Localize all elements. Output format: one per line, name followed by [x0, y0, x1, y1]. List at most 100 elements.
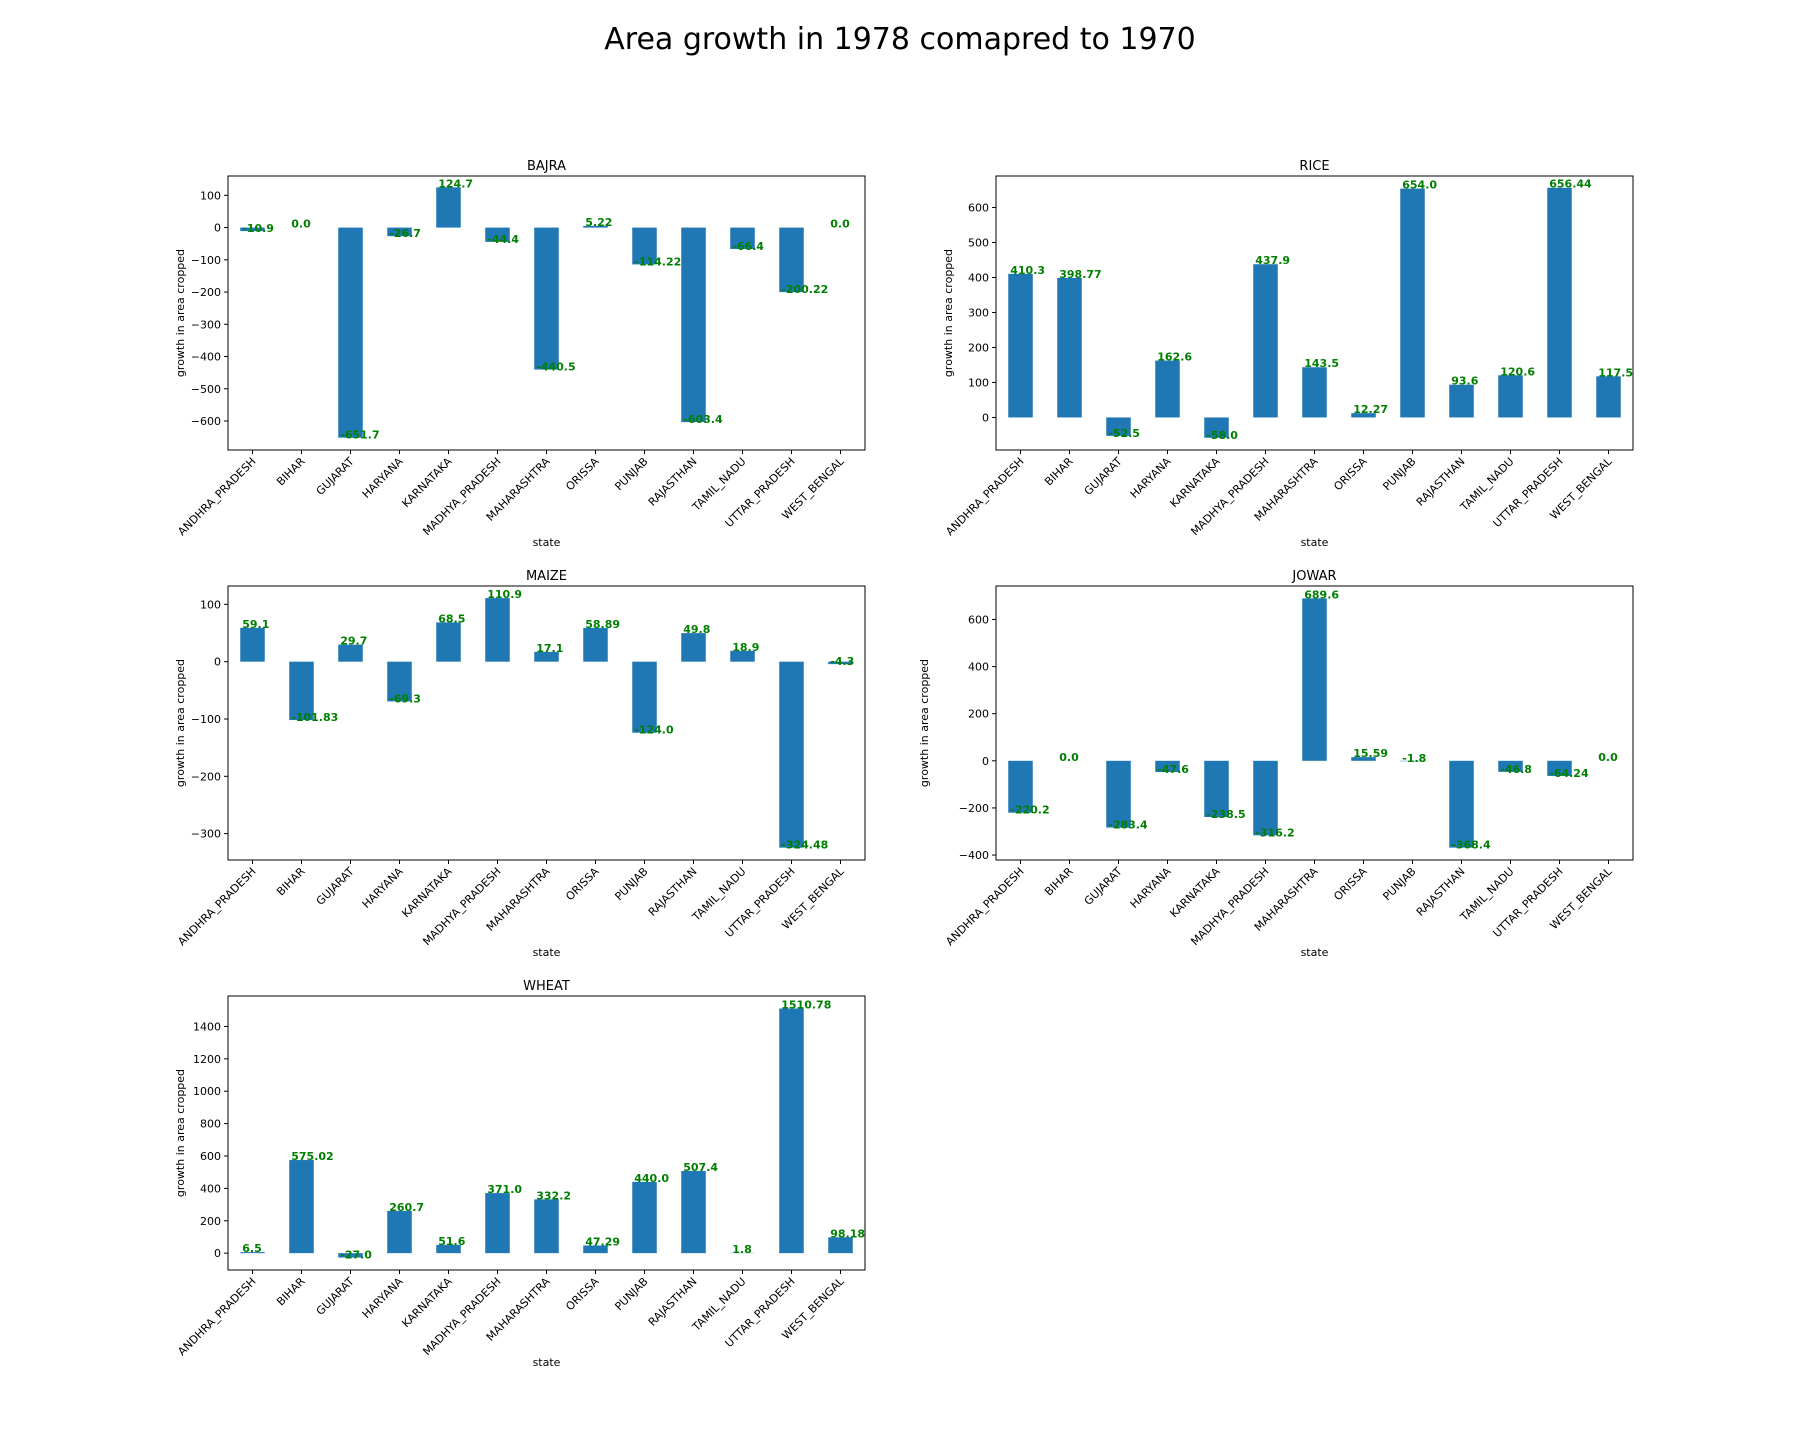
x-tick-label: RAJASTHAN: [1414, 455, 1468, 509]
y-axis-label: growth in area cropped: [174, 659, 187, 787]
x-tick-label: RAJASTHAN: [646, 1275, 700, 1329]
bar: [1498, 375, 1523, 418]
y-tick-label: −200: [191, 770, 221, 783]
y-tick-label: −300: [191, 828, 221, 841]
bar: [485, 1193, 510, 1254]
y-tick-label: 500: [968, 236, 989, 249]
y-tick-label: 200: [968, 341, 989, 354]
data-label: 440.0: [634, 1172, 669, 1185]
data-label: -101.83: [291, 711, 338, 724]
data-label: 17.1: [536, 642, 563, 655]
bar: [1008, 273, 1033, 418]
x-tick-label: GUJARAT: [1082, 455, 1125, 498]
y-tick-label: 100: [200, 189, 221, 202]
bar: [828, 661, 853, 665]
x-axis-label: state: [1301, 946, 1329, 959]
data-label: 29.7: [340, 635, 367, 648]
data-label: -52.5: [1108, 427, 1140, 440]
x-tick-label: ORISSA: [563, 455, 602, 494]
data-label: 5.22: [585, 216, 612, 229]
x-tick-label: HARYANA: [360, 1275, 406, 1321]
panel-title: WHEAT: [523, 979, 570, 994]
data-label: -200.22: [781, 283, 828, 296]
bar: [1498, 760, 1523, 772]
data-label: 0.0: [1598, 751, 1618, 764]
data-label: 575.02: [291, 1150, 333, 1163]
data-label: -4.3: [830, 655, 854, 668]
bar: [485, 227, 510, 242]
x-tick-label: PUNJAB: [612, 1275, 650, 1313]
panel-title: BAJRA: [527, 159, 566, 174]
bar: [240, 227, 265, 232]
data-label: -58.0: [1206, 429, 1238, 442]
bar: [632, 227, 657, 265]
x-tick-label: PUNJAB: [1380, 455, 1418, 493]
y-tick-label: 0: [214, 656, 221, 669]
bar: [387, 661, 412, 702]
bar: [779, 661, 804, 848]
data-label: -651.7: [340, 429, 379, 442]
x-axis-label: state: [533, 1356, 561, 1369]
y-tick-label: −200: [191, 286, 221, 299]
data-label: -238.5: [1206, 808, 1245, 821]
x-axis-label: state: [533, 536, 561, 549]
data-label: -47.6: [1157, 763, 1189, 776]
bar: [681, 227, 706, 423]
panel-title: JOWAR: [1291, 569, 1336, 584]
data-label: 59.1: [242, 618, 269, 631]
data-label: 6.5: [242, 1242, 262, 1255]
y-tick-label: −500: [191, 383, 221, 396]
y-axis-label: growth in area cropped: [918, 659, 931, 787]
bar: [534, 1199, 559, 1254]
x-tick-label: GUJARAT: [314, 1275, 357, 1318]
bar: [534, 651, 559, 662]
x-tick-label: BIHAR: [274, 455, 308, 489]
data-label: 654.0: [1402, 179, 1437, 192]
bar: [1008, 760, 1033, 813]
x-tick-label: BIHAR: [274, 1275, 308, 1309]
data-label: -1.8: [1402, 752, 1426, 765]
data-label: 689.6: [1304, 588, 1339, 601]
bar: [779, 227, 804, 293]
bar: [1400, 188, 1425, 418]
data-label: 260.7: [389, 1201, 424, 1214]
x-tick-label: HARYANA: [360, 865, 406, 911]
bar: [1253, 760, 1278, 836]
bar: [1547, 760, 1572, 776]
x-tick-label: RAJASTHAN: [1414, 865, 1468, 919]
bar: [289, 1160, 314, 1254]
x-tick-label: ORISSA: [563, 1275, 602, 1314]
data-label: 398.77: [1059, 268, 1101, 281]
data-label: -66.4: [732, 240, 764, 253]
y-tick-label: 800: [200, 1118, 221, 1131]
x-tick-label: GUJARAT: [314, 455, 357, 498]
x-tick-label: ORISSA: [563, 865, 602, 904]
x-tick-label: ANDHRA_PRADESH: [175, 1275, 258, 1358]
y-tick-label: 400: [968, 271, 989, 284]
y-tick-label: −100: [191, 713, 221, 726]
bajra-chart: BAJRA -10.9 0.0 -651.7 -26.7 124.7 -44.4 -440.5…: [174, 159, 866, 549]
bar: [1596, 376, 1621, 418]
bar: [1155, 760, 1180, 773]
x-tick-label: BIHAR: [1042, 455, 1076, 489]
data-label: 371.0: [487, 1183, 522, 1196]
data-label: 0.0: [830, 218, 850, 231]
y-tick-label: −300: [191, 318, 221, 331]
data-label: 12.27: [1353, 403, 1388, 416]
data-label: 507.4: [683, 1161, 718, 1174]
bar: [1253, 264, 1278, 418]
data-label: 58.89: [585, 618, 620, 631]
bar: [1057, 277, 1082, 418]
bar: [730, 227, 755, 249]
data-label: -10.9: [242, 222, 274, 235]
data-label: 93.6: [1451, 375, 1478, 388]
x-tick-label: ANDHRA_PRADESH: [943, 455, 1026, 538]
y-tick-label: 0: [982, 411, 989, 424]
bar: [240, 1252, 265, 1254]
data-label: 51.6: [438, 1235, 465, 1248]
bar: [1449, 384, 1474, 418]
y-tick-label: 100: [200, 598, 221, 611]
bar: [534, 227, 559, 370]
data-label: 1510.78: [781, 999, 831, 1012]
